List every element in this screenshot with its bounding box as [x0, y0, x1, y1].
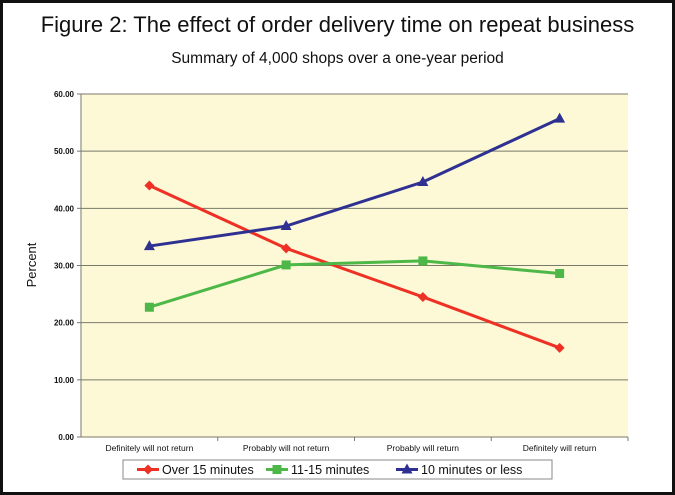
data-point-square	[281, 260, 291, 270]
data-point-square	[144, 302, 154, 312]
data-point-triangle	[554, 112, 566, 123]
series-line-over-15-minutes	[148, 184, 561, 350]
data-point-diamond	[417, 291, 428, 302]
series-line-11-15-minutes	[148, 259, 560, 309]
legend-label: 11-15 minutes	[291, 463, 369, 477]
y-tick-label: 30.00	[54, 262, 75, 271]
data-point-diamond	[554, 342, 565, 353]
x-tick-label: Definitely will not return	[105, 443, 193, 453]
y-axis-label: Percent	[24, 242, 39, 287]
data-point-triangle	[417, 176, 429, 187]
legend-marker-diamond	[143, 464, 153, 475]
legend-marker-square	[272, 465, 282, 474]
y-tick-label: 40.00	[54, 204, 75, 213]
x-tick-label: Probably will return	[387, 443, 460, 453]
legend-label: Over 15 minutes	[162, 463, 254, 477]
data-point-diamond	[281, 243, 292, 254]
y-tick-label: 0.00	[58, 433, 74, 442]
y-tick-label: 10.00	[54, 376, 75, 385]
chart-subtitle: Summary of 4,000 shops over a one-year p…	[171, 50, 504, 67]
legend-label: 10 minutes or less	[421, 463, 522, 477]
series-line-10-minutes-or-less	[149, 117, 561, 248]
y-tick-label: 50.00	[54, 147, 75, 156]
y-tick-label: 20.00	[54, 319, 75, 328]
data-point-triangle	[143, 240, 155, 251]
data-point-square	[418, 256, 428, 266]
data-point-diamond	[144, 180, 155, 191]
legend	[122, 459, 553, 480]
data-point-square	[555, 269, 565, 279]
data-point-triangle	[280, 220, 292, 231]
legend-marker-triangle	[401, 463, 413, 474]
chart-title: Figure 2: The effect of order delivery t…	[40, 12, 635, 37]
y-tick-label: 60.00	[54, 90, 75, 99]
x-tick-label: Definitely will return	[523, 443, 597, 453]
x-tick-label: Probably will not return	[243, 443, 330, 453]
